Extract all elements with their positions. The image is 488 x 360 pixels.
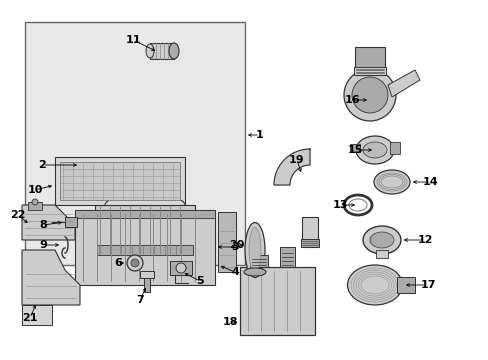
Text: 14: 14 bbox=[421, 177, 437, 187]
Text: 12: 12 bbox=[416, 235, 432, 245]
Polygon shape bbox=[273, 149, 309, 185]
Text: 17: 17 bbox=[419, 280, 435, 290]
Text: 18: 18 bbox=[222, 317, 237, 327]
Ellipse shape bbox=[244, 268, 265, 276]
Bar bbox=[65, 217, 77, 227]
Text: 11: 11 bbox=[125, 35, 141, 45]
Bar bbox=[389, 142, 399, 154]
Ellipse shape bbox=[146, 44, 154, 58]
Bar bbox=[28, 202, 42, 210]
Text: 1: 1 bbox=[256, 130, 264, 140]
Ellipse shape bbox=[351, 77, 387, 113]
Text: 5: 5 bbox=[196, 276, 203, 286]
Text: 8: 8 bbox=[39, 220, 47, 230]
Polygon shape bbox=[22, 250, 80, 305]
Text: 10: 10 bbox=[27, 185, 42, 195]
Bar bbox=[95, 205, 195, 255]
Circle shape bbox=[176, 263, 185, 273]
Bar bbox=[150, 43, 174, 59]
Ellipse shape bbox=[362, 142, 386, 158]
Text: 3: 3 bbox=[231, 242, 238, 252]
Text: 6: 6 bbox=[114, 258, 122, 268]
Bar bbox=[60, 162, 180, 200]
Circle shape bbox=[32, 199, 38, 205]
Circle shape bbox=[127, 255, 142, 271]
Ellipse shape bbox=[343, 69, 395, 121]
Bar bbox=[170, 261, 192, 275]
Bar bbox=[301, 239, 318, 247]
Text: 20: 20 bbox=[229, 240, 244, 250]
Text: 22: 22 bbox=[10, 210, 26, 220]
Bar bbox=[75, 210, 215, 285]
Bar bbox=[25, 22, 244, 265]
Bar bbox=[143, 272, 150, 292]
Bar bbox=[240, 267, 314, 335]
Ellipse shape bbox=[248, 228, 261, 273]
Bar bbox=[353, 67, 385, 75]
Circle shape bbox=[131, 259, 139, 267]
Text: 16: 16 bbox=[344, 95, 359, 105]
Text: 9: 9 bbox=[39, 240, 47, 250]
Polygon shape bbox=[22, 205, 75, 240]
Ellipse shape bbox=[355, 136, 393, 164]
Bar bbox=[218, 212, 236, 272]
Text: 19: 19 bbox=[288, 155, 304, 165]
Bar bbox=[280, 247, 294, 267]
Ellipse shape bbox=[373, 170, 409, 194]
Ellipse shape bbox=[347, 265, 402, 305]
Bar bbox=[349, 144, 359, 152]
Text: 7: 7 bbox=[136, 295, 143, 305]
Bar bbox=[140, 271, 154, 278]
Bar bbox=[354, 47, 384, 75]
Ellipse shape bbox=[362, 226, 400, 254]
Bar bbox=[97, 245, 193, 255]
Bar bbox=[75, 210, 215, 218]
Bar bbox=[375, 250, 387, 258]
Bar bbox=[396, 277, 414, 293]
Text: 2: 2 bbox=[38, 160, 46, 170]
Bar bbox=[249, 255, 267, 267]
Ellipse shape bbox=[169, 43, 179, 59]
Text: 15: 15 bbox=[346, 145, 362, 155]
Ellipse shape bbox=[369, 232, 393, 248]
Text: 4: 4 bbox=[231, 267, 239, 277]
Text: 13: 13 bbox=[332, 200, 347, 210]
Bar bbox=[55, 157, 184, 205]
Bar bbox=[22, 305, 52, 325]
Text: 21: 21 bbox=[22, 313, 38, 323]
Bar bbox=[302, 217, 317, 247]
Ellipse shape bbox=[244, 222, 264, 278]
Polygon shape bbox=[387, 70, 419, 97]
